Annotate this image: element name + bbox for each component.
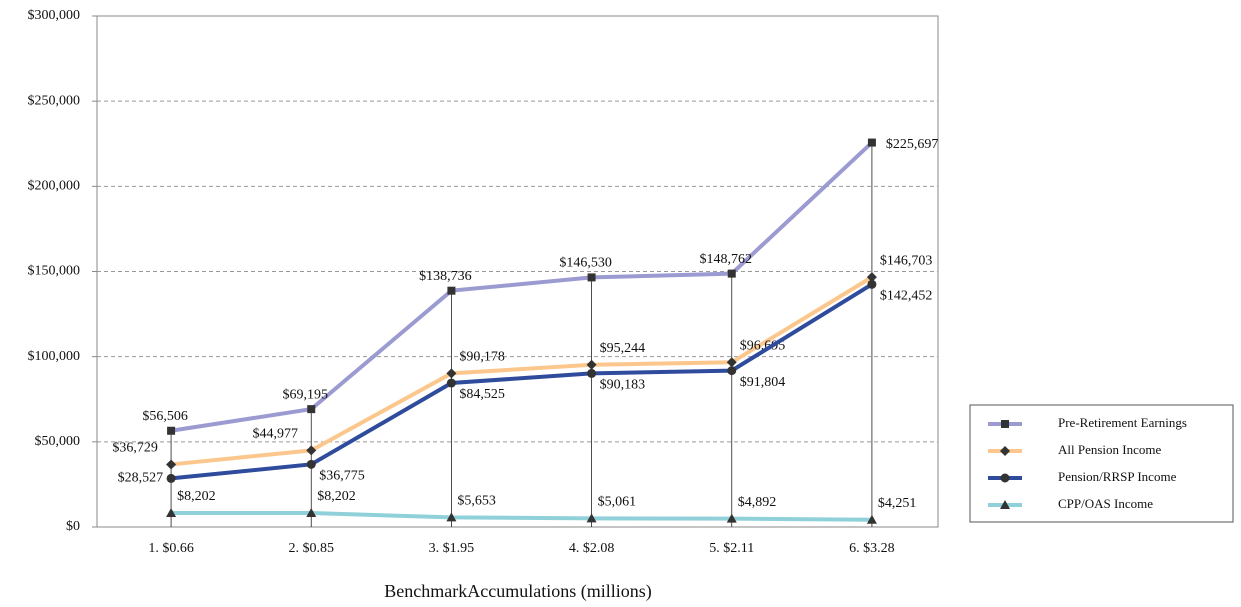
x-tick-label: 3. $1.95 (429, 541, 475, 556)
y-tick-label: $250,000 (28, 93, 81, 108)
data-label: $96,695 (740, 339, 786, 354)
data-label: $225,697 (886, 137, 939, 152)
series-line (170, 282, 873, 481)
data-label: $8,202 (317, 489, 356, 504)
data-label: $69,195 (283, 387, 329, 402)
legend-entry: All Pension Income (988, 442, 1161, 457)
marker (867, 138, 876, 147)
x-tick-label: 6. $3.28 (849, 541, 895, 556)
marker (166, 473, 176, 483)
marker (1000, 473, 1010, 483)
marker (587, 273, 596, 282)
x-tick-label: 4. $2.08 (569, 541, 615, 556)
data-label: $44,977 (253, 427, 299, 442)
marker (166, 508, 177, 518)
data-label: $8,202 (177, 489, 216, 504)
marker (447, 286, 456, 295)
marker (867, 279, 877, 289)
legend-label: Pension/RRSP Income (1058, 469, 1177, 484)
data-label: $148,762 (700, 252, 753, 267)
series-line (171, 511, 872, 522)
marker (446, 368, 457, 379)
marker (446, 378, 456, 388)
marker (446, 512, 457, 522)
legend-entry: CPP/OAS Income (988, 496, 1153, 511)
y-tick-label: $0 (66, 519, 80, 534)
x-tick-label: 1. $0.66 (148, 541, 194, 556)
data-label: $36,729 (112, 441, 158, 456)
x-tick-label: 2. $0.85 (289, 541, 335, 556)
data-label: $4,892 (738, 495, 777, 510)
data-label: $146,530 (559, 256, 612, 271)
y-tick-label: $150,000 (28, 264, 81, 279)
series-line (170, 141, 874, 433)
marker (306, 508, 317, 518)
data-label: $90,178 (459, 350, 505, 365)
y-tick-label: $300,000 (28, 8, 81, 23)
marker (587, 368, 597, 378)
legend-label: Pre-Retirement Earnings (1058, 415, 1187, 430)
x-axis-title: BenchmarkAccumulations (millions) (384, 581, 651, 602)
marker (306, 459, 316, 469)
marker (1001, 420, 1009, 428)
marker (726, 513, 737, 523)
marker (586, 513, 597, 523)
data-label: $36,775 (319, 469, 365, 484)
x-tick-label: 5. $2.11 (709, 541, 754, 556)
y-tick-label: $200,000 (28, 179, 81, 194)
marker (1000, 446, 1010, 456)
marker (306, 445, 317, 456)
data-label: $28,527 (118, 471, 164, 486)
data-label: $90,183 (600, 378, 646, 393)
y-tick-label: $100,000 (28, 349, 81, 364)
data-label: $95,244 (600, 341, 646, 356)
marker (307, 405, 316, 414)
marker (586, 359, 597, 370)
y-tick-label: $50,000 (35, 434, 81, 449)
data-label: $91,804 (740, 375, 786, 390)
data-label: $146,703 (880, 253, 933, 268)
marker (866, 514, 877, 524)
marker (1000, 500, 1010, 509)
data-label: $84,525 (459, 387, 505, 402)
marker (866, 272, 877, 283)
legend-label: CPP/OAS Income (1058, 496, 1153, 511)
legend-label: All Pension Income (1058, 442, 1161, 457)
data-label: $138,736 (419, 269, 472, 284)
marker (727, 366, 737, 376)
data-label: $4,251 (878, 496, 917, 511)
marker (167, 426, 176, 435)
marker (726, 357, 737, 368)
legend-entry: Pension/RRSP Income (988, 469, 1177, 484)
legend-entry: Pre-Retirement Earnings (988, 415, 1187, 430)
marker (166, 459, 177, 470)
data-label: $56,506 (142, 409, 188, 424)
data-label: $142,452 (880, 289, 933, 304)
marker (727, 269, 736, 278)
series-line (170, 275, 873, 467)
data-label: $5,061 (598, 495, 637, 510)
data-label: $5,653 (457, 494, 496, 509)
